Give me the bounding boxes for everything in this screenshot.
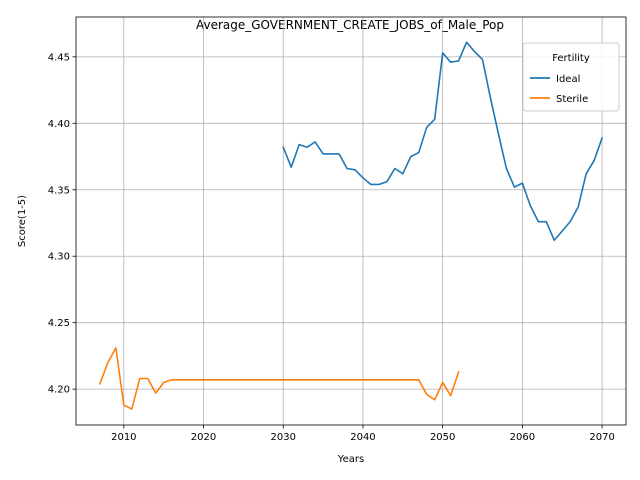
legend-label-sterile: Sterile	[556, 94, 588, 105]
x-tick-label: 2020	[191, 432, 216, 443]
legend: Fertility Ideal Sterile	[522, 42, 620, 112]
y-tick-label: 4.35	[48, 185, 70, 196]
x-tick-label: 2050	[430, 432, 455, 443]
x-tick-label: 2040	[350, 432, 375, 443]
y-tick-label: 4.45	[48, 52, 70, 63]
x-axis-label: Years	[337, 454, 364, 465]
chart-title: Average_GOVERNMENT_CREATE_JOBS_of_Male_P…	[196, 18, 504, 32]
y-tick-label: 4.40	[48, 119, 70, 130]
x-tick-label: 2030	[271, 432, 296, 443]
y-tick-label: 4.30	[48, 252, 70, 263]
series-lines	[98, 41, 604, 410]
plot-area-frame	[75, 16, 627, 426]
x-tick-label: 2060	[510, 432, 535, 443]
grid-lines	[76, 17, 626, 425]
legend-title: Fertility	[552, 53, 590, 64]
series-line-sterile	[98, 347, 460, 410]
y-axis-label: Score(1-5)	[17, 195, 28, 247]
series-line-ideal	[282, 41, 604, 242]
x-tick-label: 2010	[111, 432, 136, 443]
x-tick-label: 2070	[589, 432, 614, 443]
y-tick-label: 4.20	[48, 385, 70, 396]
legend-label-ideal: Ideal	[556, 74, 580, 85]
y-tick-label: 4.25	[48, 318, 70, 329]
axis-ticks: 2010 2020 2030 2040 2050 2060 2070 4.20 4.25 4.30…	[48, 52, 615, 443]
legend-box	[522, 42, 620, 112]
